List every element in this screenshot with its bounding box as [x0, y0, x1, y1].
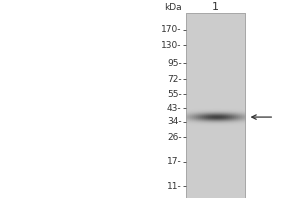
Bar — [185, 13, 245, 198]
Text: 11-: 11- — [167, 182, 182, 191]
Text: 95-: 95- — [167, 59, 182, 68]
Text: kDa: kDa — [164, 3, 182, 12]
Text: 34-: 34- — [167, 117, 182, 126]
Text: 17-: 17- — [167, 157, 182, 166]
Text: 43-: 43- — [167, 104, 182, 113]
Text: 55-: 55- — [167, 90, 182, 99]
Text: 1: 1 — [212, 2, 219, 12]
Text: 26-: 26- — [167, 133, 182, 142]
Text: 170-: 170- — [161, 25, 182, 34]
Text: 130-: 130- — [161, 41, 182, 50]
Text: 72-: 72- — [167, 75, 182, 84]
